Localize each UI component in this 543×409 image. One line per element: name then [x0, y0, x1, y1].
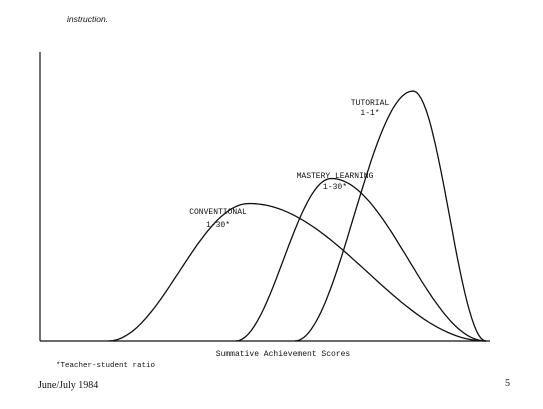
curve-label-tutorial-0: TUTORIAL — [351, 99, 390, 108]
curve-conventional — [108, 202, 486, 342]
footer-date: June/July 1984 — [38, 380, 99, 391]
curve-label-conventional-0: CONVENTIONAL — [189, 208, 247, 217]
curve-mastery-learning — [235, 177, 486, 342]
curve-label-conventional-1: 1-30* — [206, 221, 230, 230]
curve-tutorial — [294, 90, 487, 342]
x-axis-label: Summative Achievement Scores — [216, 350, 351, 359]
header-text: instruction. — [67, 14, 109, 24]
curve-label-tutorial-1: 1-1* — [360, 109, 379, 118]
footnote: *Teacher-student ratio — [56, 362, 156, 370]
page-number: 5 — [505, 378, 510, 389]
curve-label-mastery-learning-1: 1-30* — [323, 183, 347, 192]
curve-label-mastery-learning-0: MASTERY LEARNING — [297, 172, 374, 181]
